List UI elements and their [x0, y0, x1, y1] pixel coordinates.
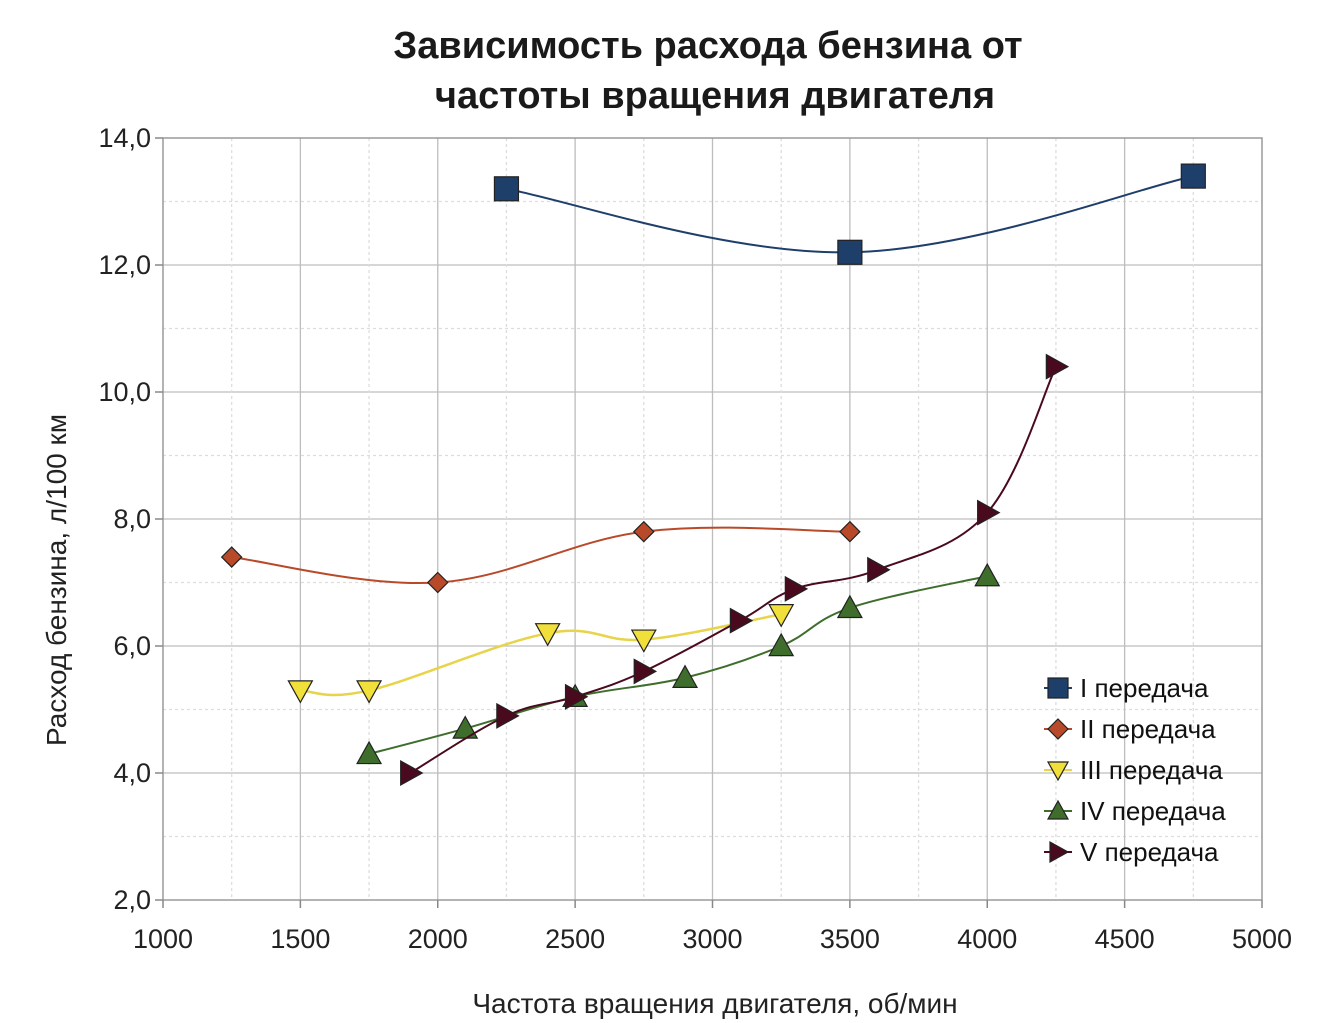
y-tick-label: 6,0	[113, 631, 151, 661]
x-axis: 1000 1500 2000 2500 3000 3500 4000 4500 5000	[133, 900, 1292, 954]
x-tick-label: 3500	[820, 924, 880, 954]
data-point	[356, 680, 383, 704]
data-point	[493, 176, 520, 202]
x-axis-label: Частота вращения двигателя, об/мин	[472, 988, 957, 1019]
x-tick-label: 4500	[1095, 924, 1155, 954]
series-2	[220, 520, 861, 594]
data-point	[1045, 353, 1070, 380]
series-layer	[220, 163, 1206, 787]
x-tick-label: 2000	[408, 924, 468, 954]
data-point	[839, 520, 861, 543]
data-point	[867, 556, 891, 583]
data-point	[630, 629, 657, 653]
y-tick-label: 10,0	[98, 377, 151, 407]
data-point	[220, 546, 243, 568]
y-tick-label: 8,0	[113, 504, 151, 534]
legend: I передача II передача III передача IV пере…	[1044, 673, 1226, 867]
data-point	[1180, 163, 1206, 189]
legend-label: II передача	[1080, 714, 1216, 744]
legend-marker	[1047, 718, 1069, 740]
data-point	[784, 575, 809, 602]
data-point	[633, 658, 658, 685]
y-tick-label: 4,0	[113, 758, 151, 788]
series-5	[400, 353, 1070, 787]
y-tick-label: 12,0	[98, 250, 151, 280]
x-tick-label: 2500	[545, 924, 605, 954]
y-tick-label: 2,0	[113, 885, 151, 915]
series-line	[231, 526, 850, 585]
data-point	[426, 571, 449, 594]
data-point	[496, 702, 520, 729]
data-point	[672, 664, 699, 688]
data-point	[837, 239, 863, 265]
series-3	[287, 604, 795, 704]
grid	[163, 138, 1262, 900]
legend-label: V передача	[1080, 837, 1219, 867]
chart-title-line-2: частоты вращения двигателя	[435, 75, 995, 117]
y-axis-label: Расход бензина, л/100 км	[41, 414, 72, 746]
legend-label: I передача	[1080, 673, 1209, 703]
x-tick-label: 5000	[1232, 924, 1292, 954]
data-point	[356, 740, 383, 765]
legend-marker	[1047, 677, 1069, 699]
x-tick-label: 4000	[957, 924, 1017, 954]
x-tick-label: 1500	[270, 924, 330, 954]
data-point	[768, 604, 795, 628]
y-axis: 2,0 4,0 6,0 8,0 10,0 12,0 14,0	[98, 123, 163, 915]
data-point	[534, 623, 561, 647]
data-point	[287, 680, 314, 704]
data-point	[564, 683, 589, 710]
data-point	[836, 594, 863, 619]
data-point	[768, 632, 795, 657]
x-tick-label: 1000	[133, 924, 193, 954]
data-point	[977, 499, 1001, 526]
chart-title-line-1: Зависимость расхода бензина от	[393, 25, 1022, 67]
data-point	[974, 562, 1001, 587]
legend-label: IV передача	[1080, 796, 1226, 826]
data-point	[400, 759, 424, 787]
x-tick-label: 3000	[682, 924, 742, 954]
legend-marker	[1046, 799, 1070, 820]
data-point	[729, 607, 754, 634]
y-tick-label: 14,0	[98, 123, 151, 153]
legend-label: III передача	[1080, 755, 1223, 785]
data-point	[632, 520, 655, 543]
legend-marker	[1049, 840, 1070, 864]
legend-marker	[1046, 761, 1070, 782]
series-1	[493, 163, 1206, 265]
